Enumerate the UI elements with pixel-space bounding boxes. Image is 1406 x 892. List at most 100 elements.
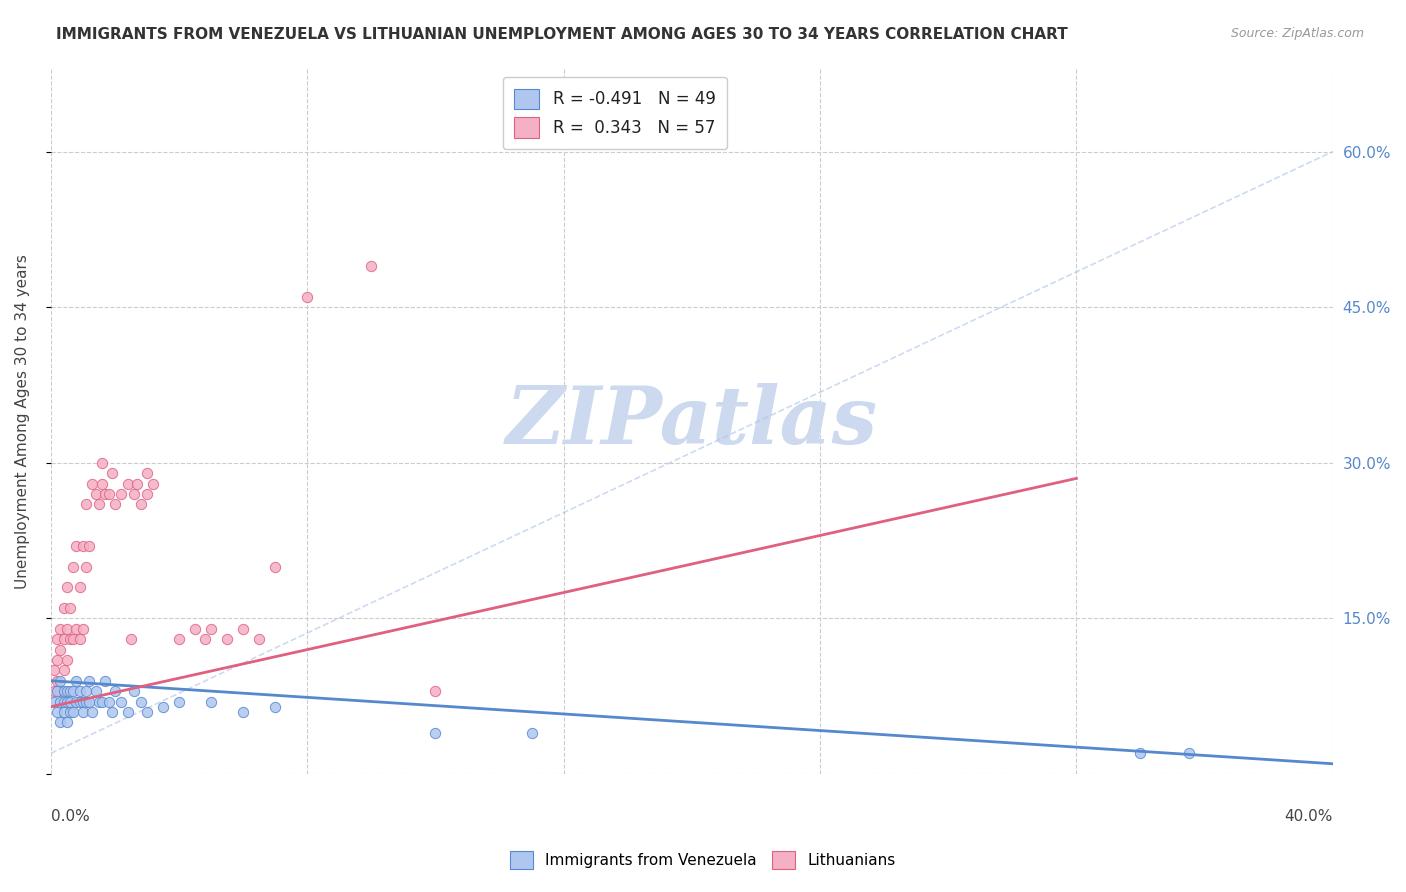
Point <box>72 694 94 708</box>
Point <box>52 694 75 708</box>
Point <box>56 622 79 636</box>
Point <box>100 705 122 719</box>
Point <box>72 622 94 636</box>
Point <box>167 632 190 647</box>
Point <box>167 694 190 708</box>
Point <box>91 694 114 708</box>
Text: ZIPatlas: ZIPatlas <box>506 383 877 460</box>
Point <box>247 632 270 647</box>
Point <box>49 673 72 688</box>
Point <box>56 653 79 667</box>
Point <box>425 725 447 739</box>
Point <box>129 497 152 511</box>
Point <box>360 259 382 273</box>
Point <box>49 622 72 636</box>
Point <box>52 684 75 698</box>
Point <box>200 694 222 708</box>
Point <box>84 487 107 501</box>
Point <box>52 664 75 678</box>
Point <box>42 694 65 708</box>
Point <box>264 559 287 574</box>
Point <box>97 694 120 708</box>
Point <box>1177 747 1199 761</box>
Point <box>152 699 174 714</box>
Point <box>46 684 69 698</box>
Point <box>136 467 159 481</box>
Point <box>59 684 82 698</box>
Point <box>52 705 75 719</box>
Point <box>97 487 120 501</box>
Point <box>56 580 79 594</box>
Legend: R = -0.491   N = 49, R =  0.343   N = 57: R = -0.491 N = 49, R = 0.343 N = 57 <box>502 77 727 149</box>
Point <box>94 487 117 501</box>
Point <box>91 476 114 491</box>
Point <box>75 684 97 698</box>
Point <box>520 725 543 739</box>
Point <box>91 456 114 470</box>
Point <box>425 684 447 698</box>
Point <box>72 705 94 719</box>
Point <box>69 580 91 594</box>
Point <box>46 632 69 647</box>
Point <box>59 694 82 708</box>
Point <box>136 705 159 719</box>
Point <box>62 705 84 719</box>
Point <box>46 705 69 719</box>
Point <box>232 622 254 636</box>
Point <box>75 694 97 708</box>
Point <box>79 694 101 708</box>
Point <box>49 684 72 698</box>
Point <box>194 632 217 647</box>
Point <box>52 601 75 615</box>
Point <box>117 476 139 491</box>
Point <box>120 632 142 647</box>
Text: Source: ZipAtlas.com: Source: ZipAtlas.com <box>1230 27 1364 40</box>
Point <box>200 622 222 636</box>
Point <box>122 684 145 698</box>
Point <box>217 632 239 647</box>
Point <box>49 715 72 730</box>
Point <box>62 632 84 647</box>
Point <box>56 684 79 698</box>
Point <box>62 559 84 574</box>
Point <box>1129 747 1152 761</box>
Point <box>136 487 159 501</box>
Text: 40.0%: 40.0% <box>1285 809 1333 824</box>
Point <box>69 684 91 698</box>
Point <box>75 559 97 574</box>
Point <box>110 694 132 708</box>
Y-axis label: Unemployment Among Ages 30 to 34 years: Unemployment Among Ages 30 to 34 years <box>15 254 30 589</box>
Point <box>72 539 94 553</box>
Point <box>232 705 254 719</box>
Point <box>87 694 110 708</box>
Point <box>59 632 82 647</box>
Point <box>100 467 122 481</box>
Point <box>46 653 69 667</box>
Point <box>82 705 104 719</box>
Point <box>65 539 87 553</box>
Point <box>75 497 97 511</box>
Point <box>264 699 287 714</box>
Point <box>110 487 132 501</box>
Point <box>79 539 101 553</box>
Point <box>59 705 82 719</box>
Point <box>65 622 87 636</box>
Point <box>59 601 82 615</box>
Point <box>79 673 101 688</box>
Point <box>87 497 110 511</box>
Point <box>94 673 117 688</box>
Text: 0.0%: 0.0% <box>51 809 90 824</box>
Point <box>82 476 104 491</box>
Point <box>56 715 79 730</box>
Point <box>69 632 91 647</box>
Point <box>117 705 139 719</box>
Point <box>184 622 207 636</box>
Point <box>142 476 165 491</box>
Point <box>65 694 87 708</box>
Point <box>84 684 107 698</box>
Point <box>46 673 69 688</box>
Point <box>129 694 152 708</box>
Point <box>42 664 65 678</box>
Point <box>49 642 72 657</box>
Point <box>127 476 149 491</box>
